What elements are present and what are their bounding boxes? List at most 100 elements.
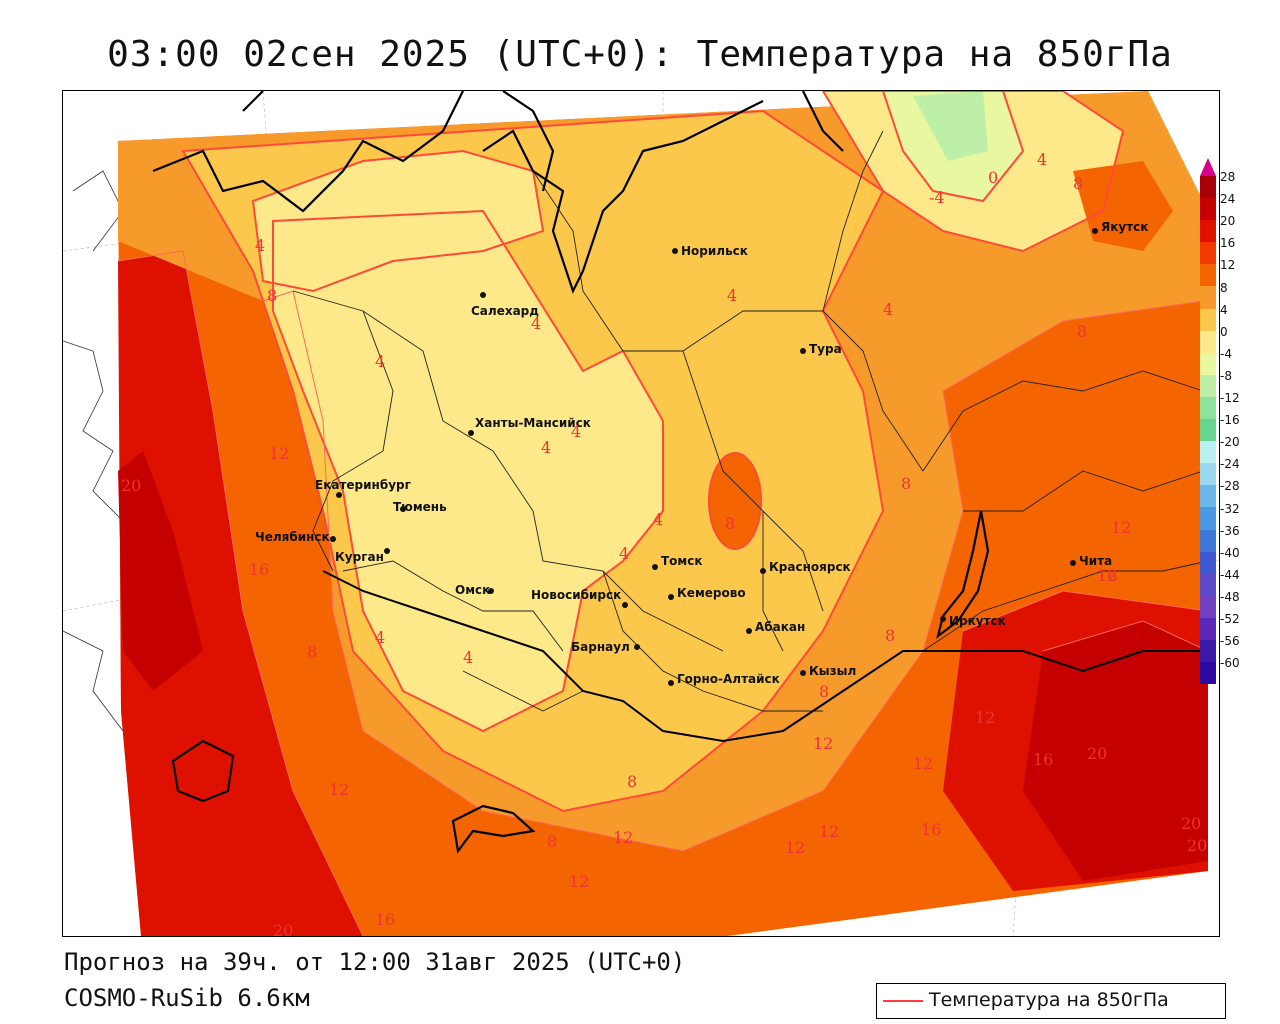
svg-text:Томск: Томск bbox=[661, 554, 703, 568]
scale-tick-label: -40 bbox=[1220, 545, 1240, 560]
svg-text:Новосибирск: Новосибирск bbox=[531, 588, 621, 602]
scale-swatch bbox=[1200, 662, 1216, 685]
iso-label: 8 bbox=[547, 832, 557, 851]
scale-tick-label: -48 bbox=[1220, 589, 1240, 604]
iso-label: 4 bbox=[727, 286, 737, 305]
lake-baikal bbox=[936, 510, 990, 639]
scale-swatch bbox=[1200, 330, 1216, 353]
iso-label: 16 bbox=[249, 560, 269, 579]
scale-swatch bbox=[1200, 308, 1216, 331]
scale-swatch bbox=[1200, 419, 1216, 442]
city-kemerovo: Кемерово bbox=[668, 586, 746, 600]
city-omsk: Омск bbox=[455, 583, 494, 597]
svg-text:Барнаул: Барнаул bbox=[571, 640, 630, 654]
iso-label: 20 bbox=[1181, 814, 1201, 833]
city-norilsk: Норильск bbox=[672, 244, 748, 258]
isotherm-labels: -4 0 4 8 4 8 4 4 4 8 4 4 4 8 8 12 20 12 … bbox=[121, 150, 1207, 936]
iso-label: 4 bbox=[883, 300, 893, 319]
iso-label: 8 bbox=[901, 474, 911, 493]
svg-text:Красноярск: Красноярск bbox=[769, 560, 851, 574]
iso-label: 0 bbox=[988, 168, 998, 187]
iso-label: 12 bbox=[913, 754, 933, 773]
scale-arrow-up bbox=[1200, 158, 1216, 176]
scale-tick-label: 16 bbox=[1220, 236, 1236, 251]
zone-0-west bbox=[273, 211, 663, 731]
city-kurgan: Курган bbox=[335, 548, 390, 564]
scale-swatch bbox=[1200, 374, 1216, 397]
scale-swatch bbox=[1200, 529, 1216, 552]
scale-swatch bbox=[1200, 639, 1216, 663]
scale-tick-label: -8 bbox=[1220, 368, 1232, 383]
scale-tick-label: -36 bbox=[1220, 523, 1240, 538]
city-tura: Тура bbox=[800, 342, 842, 356]
city-salekhard: Салехард bbox=[471, 292, 539, 318]
iso-label: 4 bbox=[1037, 150, 1047, 169]
region-borders bbox=[292, 130, 1209, 712]
coastline bbox=[152, 91, 844, 294]
svg-text:Горно-Алтайск: Горно-Алтайск bbox=[677, 672, 780, 686]
outside-borders bbox=[63, 170, 124, 732]
iso-label: 12 bbox=[1111, 518, 1131, 537]
city-gorno-altaysk: Горно-Алтайск bbox=[668, 672, 780, 686]
scale-tick-label: 12 bbox=[1220, 258, 1236, 273]
iso-label: 20 bbox=[273, 921, 293, 936]
legend-label: Температура на 850гПа bbox=[929, 989, 1169, 1011]
svg-text:Тюмень: Тюмень bbox=[393, 500, 447, 514]
city-tyumen: Тюмень bbox=[393, 500, 447, 514]
scale-tick-label: -16 bbox=[1220, 413, 1240, 428]
svg-text:Челябинск: Челябинск bbox=[255, 530, 330, 544]
iso-label: 20 bbox=[1187, 836, 1207, 855]
scale-bar bbox=[1200, 176, 1216, 685]
city-chelyabinsk: Челябинск bbox=[255, 530, 336, 544]
scale-swatch bbox=[1200, 264, 1216, 287]
city-irkutsk: Иркутск bbox=[940, 614, 1006, 628]
zone-0-north bbox=[253, 151, 543, 291]
scale-tick-label: -20 bbox=[1220, 435, 1240, 450]
iso-label: 12 bbox=[613, 828, 633, 847]
model-info: COSMO-RuSib 6.6км bbox=[64, 984, 310, 1012]
iso-label: 20 bbox=[121, 476, 141, 495]
iso-label: 8 bbox=[627, 772, 637, 791]
iso-label: 4 bbox=[531, 314, 541, 333]
scale-tick-label: 8 bbox=[1220, 280, 1228, 295]
city-krasnoyarsk: Красноярск bbox=[760, 560, 851, 574]
iso-label: 4 bbox=[375, 352, 385, 371]
scale-swatch bbox=[1200, 242, 1216, 265]
iso-label: 8 bbox=[307, 642, 317, 661]
svg-text:Салехард: Салехард bbox=[471, 304, 539, 318]
scale-tick-label: -4 bbox=[1220, 346, 1232, 361]
iso-label: 12 bbox=[329, 780, 349, 799]
scale-swatch bbox=[1200, 198, 1216, 221]
zone-16-west bbox=[118, 251, 363, 936]
svg-text:Якутск: Якутск bbox=[1101, 220, 1148, 234]
iso-label: 16 bbox=[1033, 750, 1053, 769]
iso-label: 16 bbox=[375, 910, 395, 929]
city-markers: Норильск Якутск Салехард Тура Ханты-Манс… bbox=[255, 220, 1148, 686]
scale-tick-label: -28 bbox=[1220, 479, 1240, 494]
svg-text:Ханты-Мансийск: Ханты-Мансийск bbox=[475, 416, 591, 430]
iso-label: 12 bbox=[975, 708, 995, 727]
scale-swatch bbox=[1200, 485, 1216, 508]
scale-swatch bbox=[1200, 595, 1216, 618]
svg-text:Кемерово: Кемерово bbox=[677, 586, 746, 600]
svg-text:Тура: Тура bbox=[809, 342, 842, 356]
city-barnaul: Барнаул bbox=[571, 640, 640, 654]
color-scale: 28 24 20 16 12 8 4 0 -4 -8 -12 -16 -20 -24 -28 -32 -36 -4… bbox=[1200, 158, 1280, 685]
iso-label: 4 bbox=[619, 544, 629, 563]
scale-tick-label: -24 bbox=[1220, 457, 1240, 472]
legend: Температура на 850гПа bbox=[876, 983, 1226, 1019]
iso-label: 12 bbox=[785, 838, 805, 857]
isotherms-thin bbox=[117, 250, 1209, 936]
iso-label: 12 bbox=[819, 822, 839, 841]
forecast-info: Прогноз на 39ч. от 12:00 31авг 2025 (UTC… bbox=[64, 948, 686, 976]
warm-patch-yakutsk bbox=[1073, 161, 1173, 251]
scale-swatch bbox=[1200, 573, 1216, 596]
scale-swatch bbox=[1200, 441, 1216, 464]
iso-label: 12 bbox=[269, 444, 289, 463]
scale-swatch bbox=[1200, 463, 1216, 486]
scale-swatch bbox=[1200, 507, 1216, 530]
scale-tick-label: -12 bbox=[1220, 391, 1240, 405]
iso-label: 8 bbox=[819, 682, 829, 701]
scale-swatch bbox=[1200, 220, 1216, 243]
iso-label: 4 bbox=[463, 648, 473, 667]
